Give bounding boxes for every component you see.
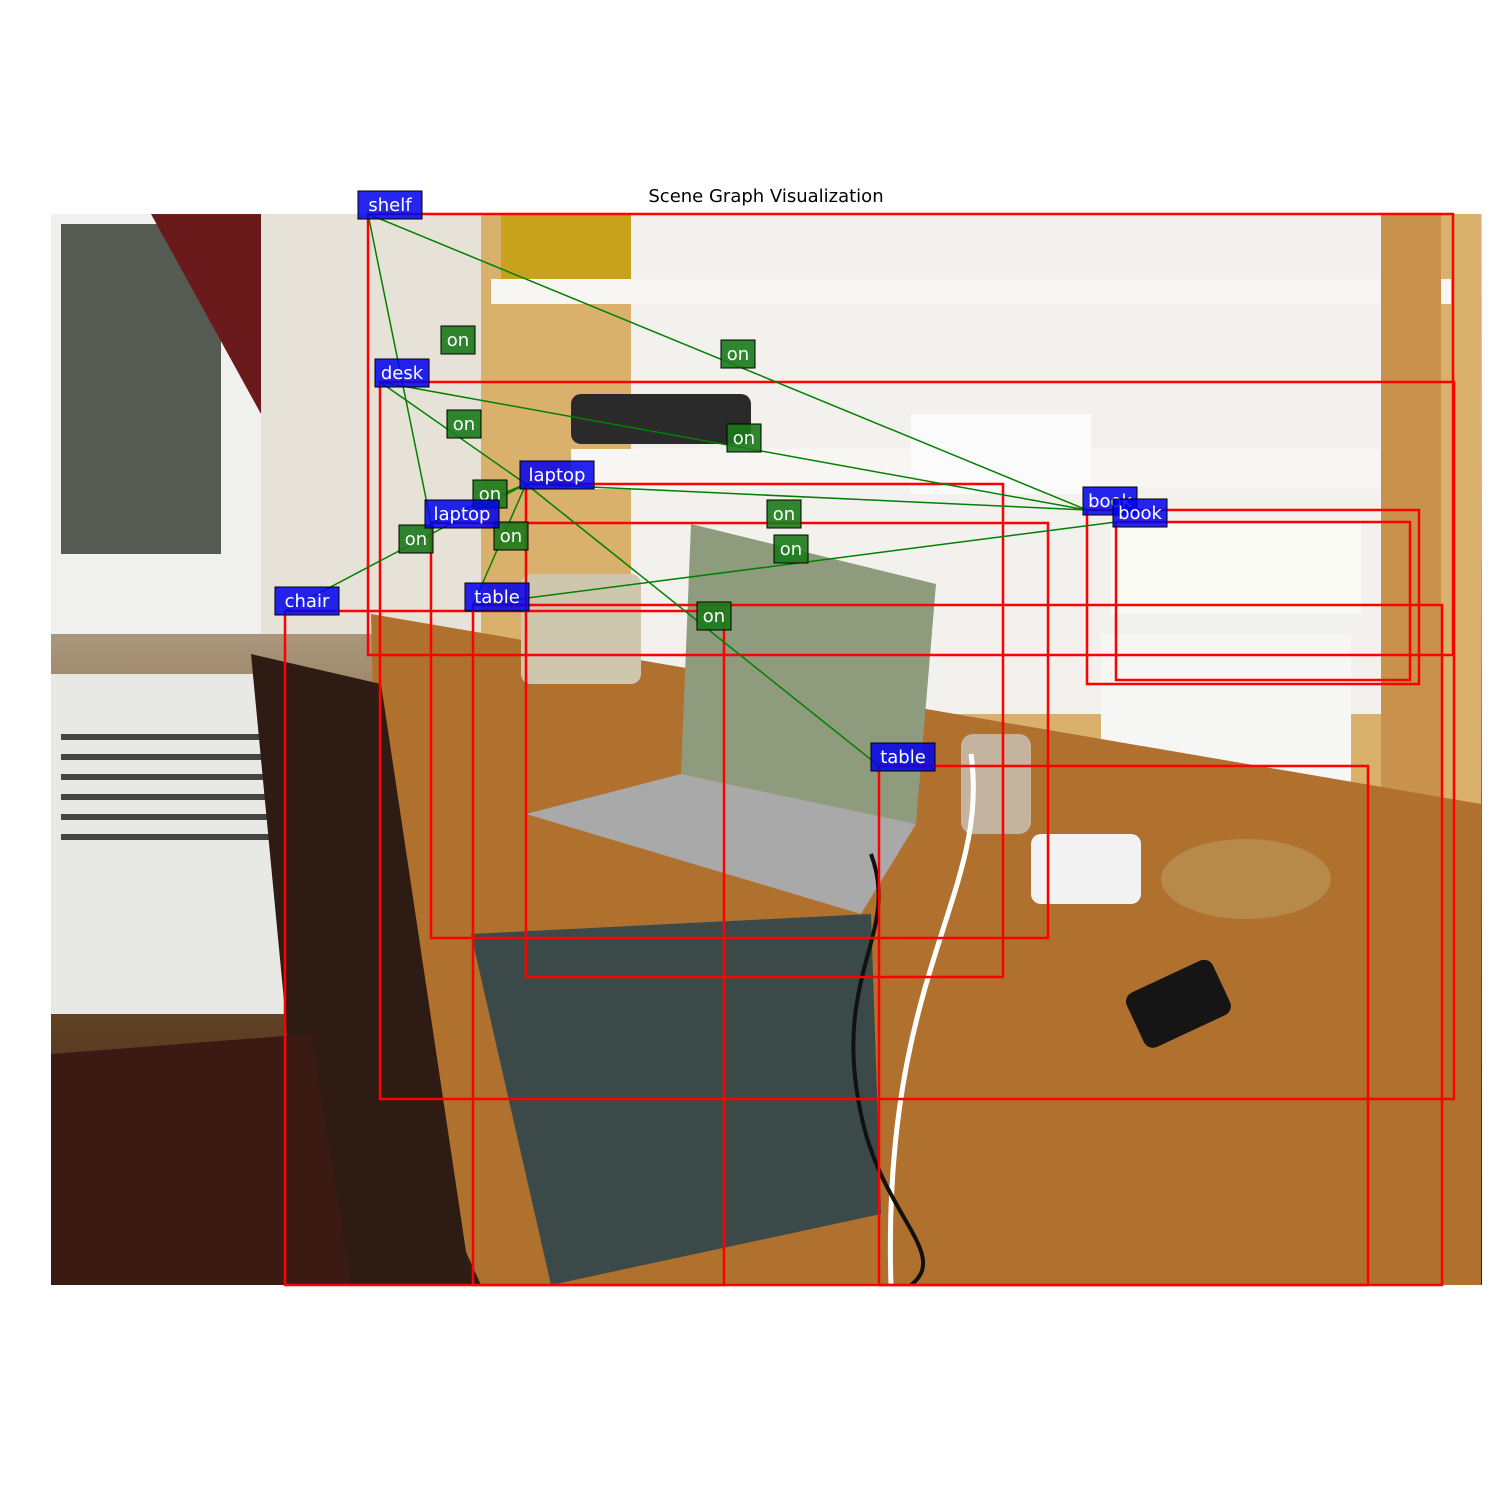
relation-label-7: on	[493, 521, 529, 551]
svg-text:chair: chair	[285, 591, 330, 612]
svg-text:on: on	[447, 330, 469, 351]
photo-illustration	[51, 214, 1481, 1285]
relation-edges	[284, 213, 1117, 767]
bounding-boxes	[283, 212, 1456, 1287]
object-labels: shelf desk laptop laptop chair table table book…	[274, 190, 1168, 772]
svg-text:on: on	[703, 606, 725, 627]
relation-label-9: on	[696, 601, 732, 631]
bbox-desk	[378, 380, 1456, 1101]
relation-label-2: on	[446, 409, 482, 439]
scene-photo	[51, 214, 1482, 1285]
relation-edge-5	[525, 483, 1088, 511]
svg-text:on: on	[780, 539, 802, 560]
relation-label-0: on	[440, 325, 476, 355]
svg-text:desk: desk	[381, 363, 424, 384]
object-label-table_b: table	[870, 742, 936, 772]
object-label-desk: desk	[374, 358, 430, 388]
laptop-icon	[526, 774, 916, 914]
svg-text:on: on	[453, 414, 475, 435]
svg-text:laptop: laptop	[529, 465, 586, 486]
relation-label-8: on	[773, 534, 809, 564]
object-label-shelf: shelf	[357, 190, 423, 220]
svg-text:on: on	[727, 344, 749, 365]
bbox-shelf	[366, 212, 1455, 657]
relation-label-5: on	[766, 499, 802, 529]
svg-text:laptop: laptop	[434, 504, 491, 525]
figure-title: Scene Graph Visualization	[648, 186, 884, 207]
object-label-laptop_a: laptop	[519, 460, 595, 490]
telephone-icon	[521, 574, 641, 684]
relation-label-3: on	[726, 423, 762, 453]
bbox-book_a	[1085, 508, 1421, 686]
object-label-chair: chair	[274, 586, 340, 616]
svg-text:on: on	[733, 428, 755, 449]
svg-text:on: on	[405, 529, 427, 550]
object-label-book_b: book	[1112, 498, 1168, 528]
svg-text:on: on	[500, 526, 522, 547]
svg-text:table: table	[880, 747, 926, 768]
svg-text:on: on	[773, 504, 795, 525]
bbox-table_a	[471, 603, 1444, 1287]
svg-text:shelf: shelf	[368, 195, 412, 216]
bbox-laptop_a	[524, 482, 1005, 979]
object-label-laptop_b: laptop	[424, 499, 500, 529]
bbox-laptop_b	[429, 521, 1050, 940]
relation-label-6: on	[398, 524, 434, 554]
object-label-table_a: table	[464, 582, 530, 612]
bbox-book_b	[1114, 520, 1412, 682]
bbox-table_b	[877, 764, 1370, 1287]
relation-label-1: on	[720, 339, 756, 369]
svg-text:book: book	[1118, 503, 1162, 524]
bbox-chair	[283, 609, 726, 1287]
svg-text:table: table	[474, 587, 520, 608]
